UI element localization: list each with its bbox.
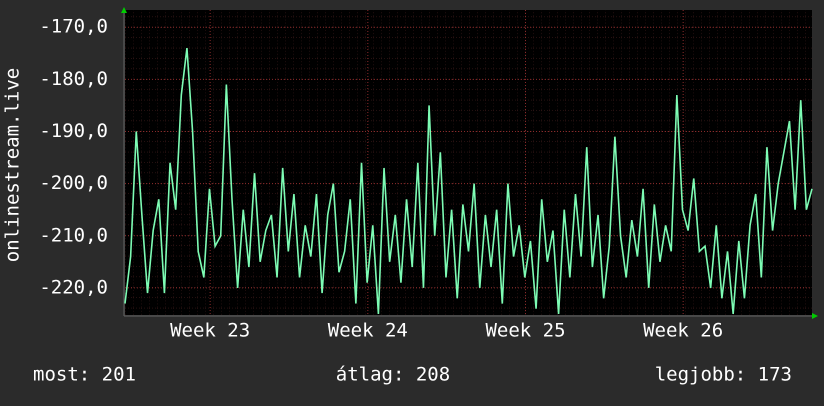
footer-current: most: 201 <box>33 364 136 386</box>
data-line <box>124 47 813 315</box>
y-axis-label: onlinestream.live <box>2 68 24 262</box>
x-axis-arrow <box>812 313 818 319</box>
x-tick-label: Week 26 <box>643 320 723 342</box>
x-tick-label: Week 25 <box>485 320 565 342</box>
footer-average: átlag: 208 <box>336 364 450 386</box>
y-tick-label: -190,0 <box>39 120 108 142</box>
y-tick-label: -180,0 <box>39 68 108 90</box>
y-tick-label: -210,0 <box>39 224 108 246</box>
x-tick-label: Week 23 <box>170 320 250 342</box>
y-tick-label: -170,0 <box>39 16 108 38</box>
y-tick-label: -220,0 <box>39 276 108 298</box>
minor-grid <box>125 10 812 315</box>
footer-best: legjobb: 173 <box>655 364 792 386</box>
y-axis-arrow <box>121 7 127 13</box>
x-tick-label: Week 24 <box>328 320 408 342</box>
y-tick-label: -200,0 <box>39 172 108 194</box>
